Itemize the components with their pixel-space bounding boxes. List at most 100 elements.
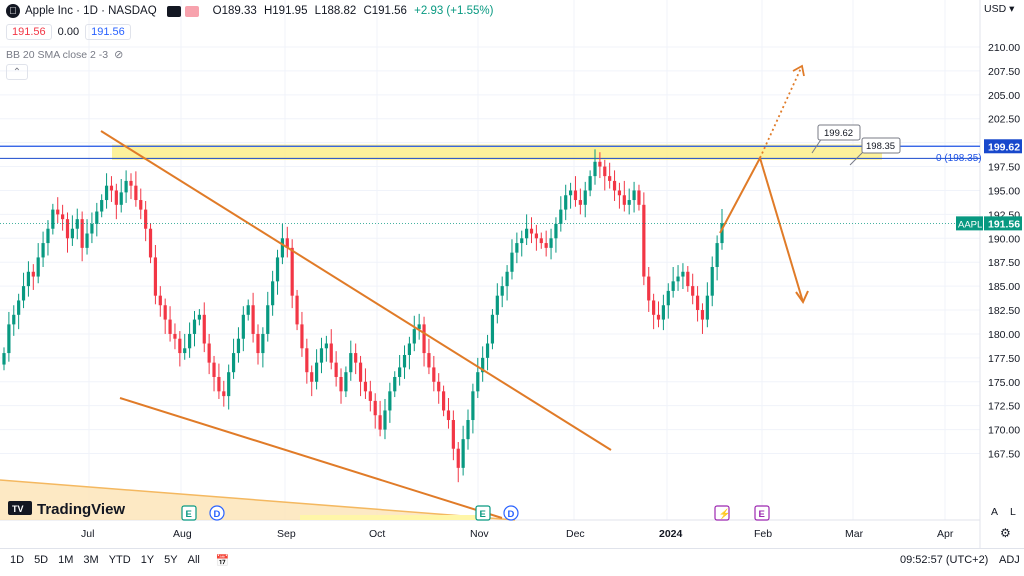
adjust-button[interactable]: ADJ bbox=[999, 554, 1020, 566]
candle-body bbox=[515, 243, 519, 253]
candle bbox=[412, 315, 416, 352]
candle bbox=[124, 170, 128, 203]
candle bbox=[134, 171, 138, 207]
candle-body bbox=[593, 161, 597, 177]
candle-body bbox=[192, 319, 197, 334]
level-price-tag-text: 199.62 bbox=[988, 141, 1020, 153]
candle-body bbox=[539, 238, 543, 244]
candle-body bbox=[153, 257, 158, 296]
open-value: O189.33 bbox=[212, 5, 257, 17]
timeframe-5y[interactable]: 5Y bbox=[164, 554, 178, 566]
candle-body bbox=[437, 381, 441, 392]
market-status-icon[interactable] bbox=[166, 5, 181, 17]
candle-body bbox=[446, 410, 451, 421]
candle bbox=[476, 357, 480, 399]
candle bbox=[456, 442, 460, 483]
candle bbox=[95, 202, 99, 237]
candle-body bbox=[373, 400, 377, 416]
indicator-label[interactable]: BB 20 SMA close 2 -3 bbox=[6, 48, 109, 61]
candle-body bbox=[534, 233, 538, 239]
candle-body bbox=[407, 343, 412, 355]
candle bbox=[2, 347, 6, 371]
candle-body bbox=[114, 190, 118, 205]
candle-body bbox=[95, 211, 99, 224]
candle-body bbox=[554, 223, 558, 239]
candle bbox=[495, 283, 499, 324]
candle bbox=[490, 309, 495, 350]
candle bbox=[334, 351, 338, 387]
candle-body bbox=[564, 195, 568, 210]
candle bbox=[231, 338, 236, 379]
y-tick-label-12: 180.00 bbox=[988, 329, 1020, 341]
currency-selector[interactable]: USD ▾ bbox=[984, 3, 1015, 15]
candle bbox=[520, 230, 524, 257]
candle-body bbox=[188, 333, 192, 349]
candle bbox=[192, 310, 197, 347]
eye-hidden-icon[interactable]: ⊘ bbox=[114, 49, 124, 61]
price-chart[interactable]: 199.62 198.35 0 (198.35) 210.00 207.50 205.00… bbox=[0, 0, 1024, 548]
candle-body bbox=[129, 180, 133, 186]
candle bbox=[603, 159, 607, 191]
candle-body bbox=[158, 295, 162, 306]
log-scale-button[interactable]: L bbox=[1010, 506, 1016, 518]
event-marker-3 bbox=[503, 505, 519, 521]
y-tick-label-17: 167.50 bbox=[988, 449, 1020, 461]
timeframe-5d[interactable]: 5D bbox=[34, 554, 49, 566]
event-marker-4 bbox=[714, 505, 730, 521]
candle bbox=[344, 366, 348, 398]
candle bbox=[246, 299, 250, 321]
candle-body bbox=[666, 290, 670, 306]
timeframe-1d[interactable]: 1D bbox=[10, 554, 25, 566]
candle-body bbox=[525, 228, 529, 239]
timeframe-ytd[interactable]: YTD bbox=[108, 554, 131, 566]
candle-body bbox=[490, 314, 495, 344]
candle-body bbox=[637, 190, 641, 205]
candle-body bbox=[290, 247, 294, 296]
candle-body bbox=[119, 192, 123, 205]
calendar-icon[interactable]: 📅 bbox=[215, 554, 230, 567]
collapse-indicators-button[interactable]: ⌃ bbox=[6, 64, 28, 80]
compare-icon[interactable] bbox=[184, 5, 199, 17]
candle-body bbox=[46, 228, 50, 244]
candle bbox=[451, 410, 455, 461]
candle-body bbox=[461, 439, 465, 468]
candle-body bbox=[70, 228, 74, 239]
y-tick-label-3: 202.50 bbox=[988, 114, 1020, 126]
candle bbox=[598, 152, 602, 179]
candle bbox=[31, 264, 35, 290]
x-tick-label-2: Sep bbox=[277, 528, 296, 540]
candle-body bbox=[134, 185, 138, 201]
timeframe-all[interactable]: All bbox=[187, 554, 200, 566]
candle bbox=[222, 380, 226, 407]
candle bbox=[158, 286, 162, 317]
candle-body bbox=[104, 185, 109, 201]
candle-body bbox=[26, 271, 31, 287]
candle bbox=[373, 393, 377, 429]
sell-price-button[interactable]: 191.56 bbox=[6, 24, 52, 40]
candle bbox=[437, 373, 441, 404]
candle-body bbox=[339, 376, 343, 392]
candle-body bbox=[568, 190, 573, 196]
clock-readout[interactable]: 09:52:57 (UTC+2) bbox=[900, 554, 989, 566]
candle bbox=[46, 220, 50, 256]
candle-body bbox=[246, 305, 250, 315]
timeframe-1m[interactable]: 1M bbox=[58, 554, 74, 566]
candle bbox=[207, 333, 211, 375]
resistance-zone bbox=[112, 144, 882, 160]
indicator-row[interactable]: BB 20 SMA close 2 -3 ⊘ bbox=[6, 48, 124, 62]
timeframe-3m[interactable]: 3M bbox=[83, 554, 99, 566]
currency-label: USD bbox=[984, 3, 1007, 15]
buy-price-button[interactable]: 191.56 bbox=[85, 24, 131, 40]
candle-body bbox=[75, 219, 79, 229]
candle-body bbox=[197, 314, 201, 320]
low-value: L188.82 bbox=[314, 5, 357, 17]
candle-body bbox=[578, 200, 582, 205]
candle bbox=[354, 343, 358, 375]
y-tick-label-9: 187.50 bbox=[988, 257, 1020, 269]
auto-scale-button[interactable]: A bbox=[991, 506, 999, 518]
symbol-title[interactable]: Apple Inc · 1D · NASDAQ bbox=[25, 5, 157, 17]
timeframe-1y[interactable]: 1Y bbox=[140, 554, 155, 566]
candle bbox=[100, 194, 104, 218]
change-value: +2.93 (+1.55%) bbox=[414, 5, 494, 17]
candle bbox=[608, 162, 612, 189]
